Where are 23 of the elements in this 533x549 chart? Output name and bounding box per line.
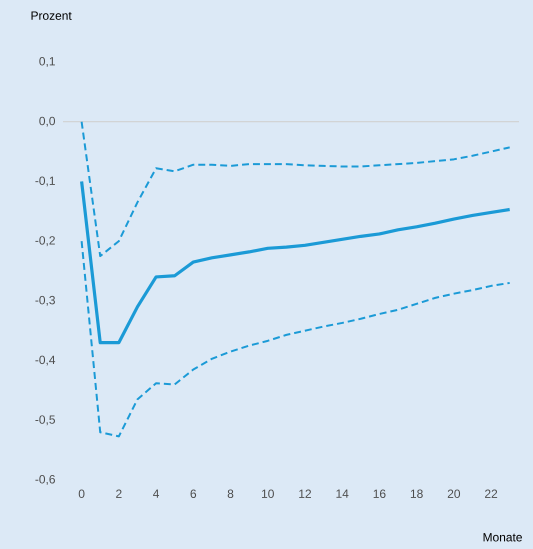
y-tick-label: 0,1 [39, 57, 55, 67]
x-tick-label: 2 [116, 490, 122, 498]
y-tick-label: -0,4 [35, 356, 56, 366]
x-tick-label: 10 [262, 490, 274, 498]
x-axis-title: Monate [484, 533, 522, 542]
x-tick-label: 20 [448, 490, 460, 498]
y-tick-label: 0,0 [39, 116, 56, 127]
x-tick-label: 8 [228, 490, 234, 498]
x-tick-label: 6 [190, 490, 196, 498]
y-axis-title: Prozent [32, 12, 72, 20]
line-series [80, 180, 512, 344]
y-tick-label: -0,3 [35, 296, 55, 306]
x-tick-label: 18 [410, 490, 423, 498]
x-tick-label: 16 [374, 490, 386, 498]
y-tick-label: -0,5 [35, 415, 55, 426]
y-tick-label: -0,6 [35, 475, 55, 485]
y-tick-label: -0,2 [35, 236, 55, 246]
x-tick-label: 0 [78, 490, 84, 498]
x-tick-label: 22 [485, 490, 498, 498]
x-tick-label: 12 [299, 490, 312, 498]
y-tick-label: -0,1 [35, 176, 55, 186]
x-tick-label: 14 [336, 490, 348, 498]
x-tick-label: 4 [153, 490, 160, 498]
